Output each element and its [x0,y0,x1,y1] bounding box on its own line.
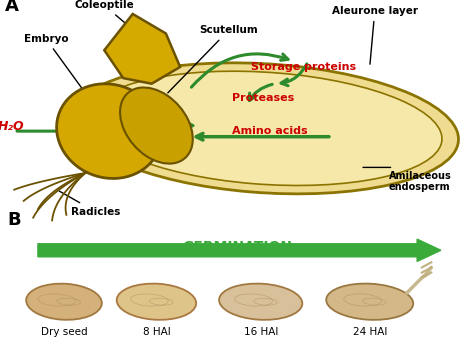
Text: B: B [7,211,21,229]
FancyArrow shape [38,239,441,261]
Text: A: A [5,0,18,15]
Text: GERMINATION: GERMINATION [182,240,292,254]
Ellipse shape [120,87,193,163]
Text: 16 HAI: 16 HAI [244,327,278,337]
Text: Amino acids: Amino acids [232,126,308,136]
Text: 24 HAI: 24 HAI [353,327,387,337]
Text: Aleurone layer: Aleurone layer [332,6,418,64]
Polygon shape [104,14,180,84]
Ellipse shape [56,84,162,179]
Text: GAs: GAs [118,116,145,129]
Text: Storage proteins: Storage proteins [251,62,356,72]
Text: Scutellum: Scutellum [168,26,258,93]
Text: Amilaceous
endosperm: Amilaceous endosperm [389,171,451,192]
Ellipse shape [219,284,302,320]
Text: Proteases: Proteases [232,93,294,103]
Ellipse shape [326,284,413,320]
Ellipse shape [89,71,442,185]
Text: Dry seed: Dry seed [41,327,87,337]
Text: Embryo: Embryo [24,34,93,104]
Text: Coleoptile: Coleoptile [74,0,136,32]
Text: Radicles: Radicles [59,191,120,217]
Ellipse shape [26,284,102,320]
Ellipse shape [73,63,458,194]
Text: 8 HAI: 8 HAI [143,327,170,337]
Text: H₂O: H₂O [0,121,24,134]
Ellipse shape [117,284,196,320]
